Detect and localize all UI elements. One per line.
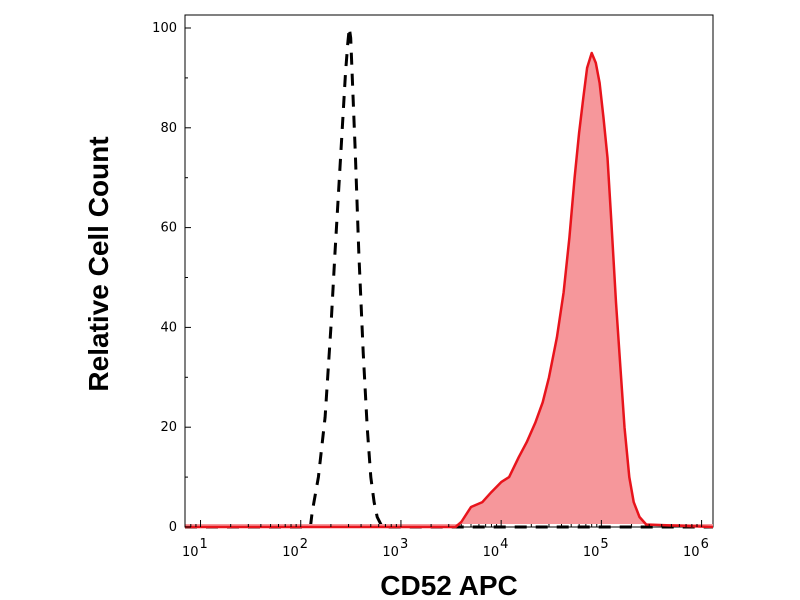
y-tick-label: 60 bbox=[160, 221, 177, 236]
x-tick-exponent: 5 bbox=[600, 537, 608, 552]
y-axis: 0 20 40 60 80 100 bbox=[152, 21, 191, 535]
y-axis-title: Relative Cell Count bbox=[83, 136, 114, 391]
y-tick-label: 40 bbox=[160, 320, 177, 335]
x-tick-exponent: 6 bbox=[701, 537, 709, 552]
y-tick-label: 20 bbox=[160, 420, 177, 435]
y-tick-label: 80 bbox=[160, 121, 177, 136]
x-tick-label: 10 bbox=[382, 545, 399, 560]
y-tick-label: 100 bbox=[152, 21, 177, 36]
x-tick-exponent: 3 bbox=[400, 537, 408, 552]
x-tick-exponent: 1 bbox=[200, 537, 208, 552]
series-1-fill bbox=[185, 53, 713, 527]
x-tick-exponent: 2 bbox=[300, 537, 308, 552]
x-tick-label: 10 bbox=[483, 545, 500, 560]
series-1-line bbox=[185, 51, 714, 529]
x-tick-label: 10 bbox=[182, 545, 199, 560]
x-tick-label: 10 bbox=[683, 545, 700, 560]
x-tick-label: 10 bbox=[282, 545, 299, 560]
y-tick-label: 0 bbox=[169, 520, 177, 535]
plot-frame bbox=[184, 14, 714, 528]
x-axis-title: CD52 APC bbox=[380, 570, 517, 600]
series-layer bbox=[185, 26, 714, 529]
x-tick-exponent: 4 bbox=[500, 537, 508, 552]
series-0-line bbox=[185, 26, 713, 529]
x-tick-label: 10 bbox=[583, 545, 600, 560]
